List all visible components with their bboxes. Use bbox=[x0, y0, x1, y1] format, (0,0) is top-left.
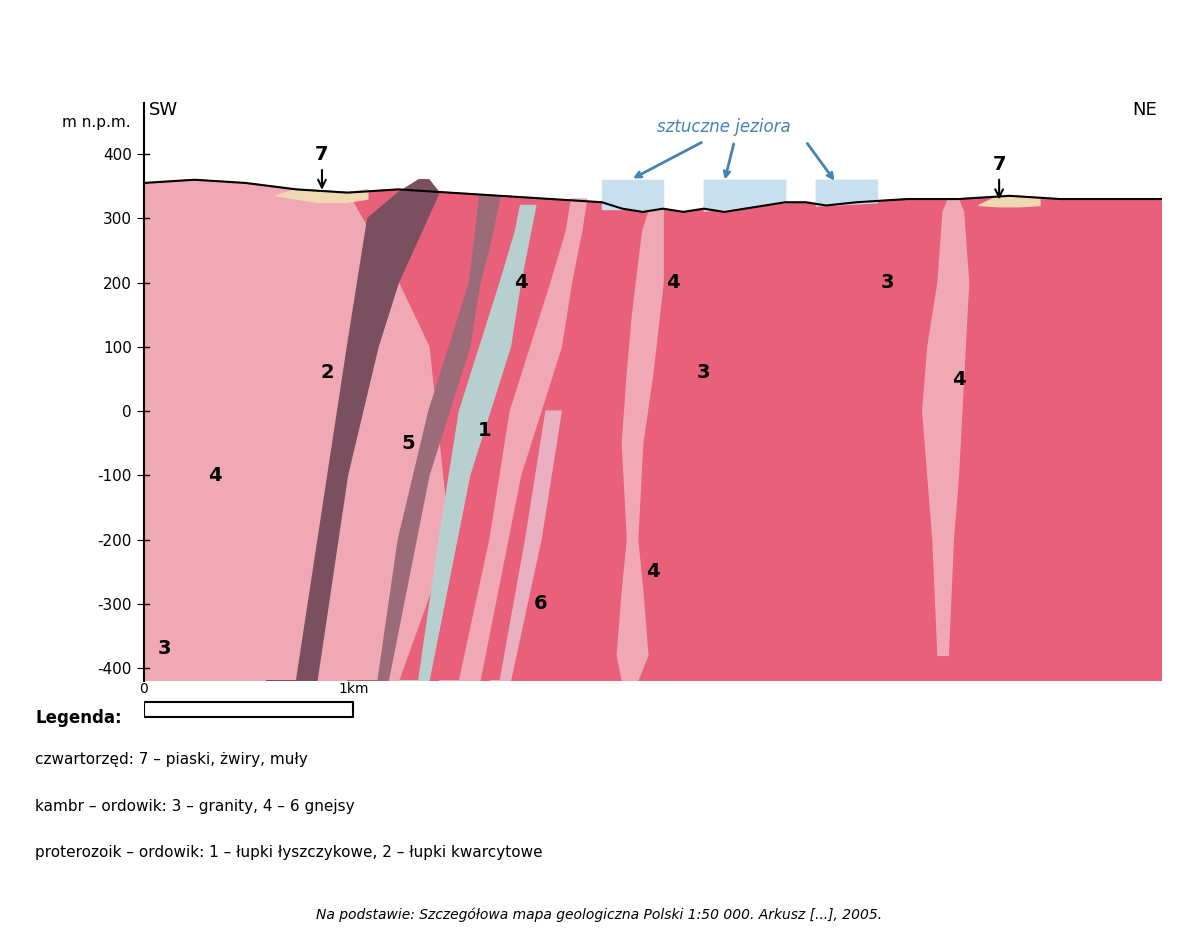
Text: Na podstawie: Szczegółowa mapa geologiczna Polski 1:50 000. Arkusz [...], 2005.: Na podstawie: Szczegółowa mapa geologicz… bbox=[316, 908, 882, 922]
Polygon shape bbox=[623, 199, 664, 539]
Text: 3: 3 bbox=[157, 639, 171, 659]
Text: 4: 4 bbox=[951, 369, 966, 388]
Text: SW: SW bbox=[149, 102, 179, 119]
Text: m n.p.m.: m n.p.m. bbox=[62, 116, 131, 131]
Text: 7: 7 bbox=[315, 146, 328, 188]
Text: proterozoik – ordowik: 1 – łupki łyszczykowe, 2 – łupki kwarcytowe: proterozoik – ordowik: 1 – łupki łyszczy… bbox=[36, 845, 543, 860]
Polygon shape bbox=[144, 180, 449, 681]
Polygon shape bbox=[617, 539, 648, 681]
Text: 6: 6 bbox=[534, 594, 547, 614]
Polygon shape bbox=[276, 189, 368, 202]
Text: 1km: 1km bbox=[338, 682, 369, 696]
Polygon shape bbox=[438, 199, 587, 681]
Text: 5: 5 bbox=[401, 434, 416, 453]
Polygon shape bbox=[398, 205, 536, 681]
Polygon shape bbox=[266, 180, 438, 681]
Polygon shape bbox=[490, 411, 561, 681]
Text: NE: NE bbox=[1132, 102, 1157, 119]
Text: 4: 4 bbox=[208, 466, 222, 485]
Text: sztuczne jeziora: sztuczne jeziora bbox=[658, 118, 791, 135]
Polygon shape bbox=[979, 196, 1040, 207]
Text: czwartorzęd: 7 – piaski, żwiry, muły: czwartorzęd: 7 – piaski, żwiry, muły bbox=[36, 752, 308, 767]
Text: 7: 7 bbox=[992, 155, 1006, 197]
Text: 4: 4 bbox=[666, 273, 680, 292]
Polygon shape bbox=[922, 199, 968, 655]
Polygon shape bbox=[347, 196, 501, 681]
Text: 4: 4 bbox=[646, 563, 660, 581]
Text: 2: 2 bbox=[320, 363, 334, 383]
Text: kambr – ordowik: 3 – granity, 4 – 6 gnejsy: kambr – ordowik: 3 – granity, 4 – 6 gnej… bbox=[36, 799, 355, 814]
Text: 0: 0 bbox=[139, 682, 149, 696]
Text: Legenda:: Legenda: bbox=[36, 709, 122, 727]
Text: 4: 4 bbox=[514, 273, 527, 292]
Text: 3: 3 bbox=[881, 273, 894, 292]
Text: 3: 3 bbox=[697, 363, 710, 383]
Polygon shape bbox=[144, 180, 1162, 681]
Text: 1: 1 bbox=[478, 421, 491, 440]
